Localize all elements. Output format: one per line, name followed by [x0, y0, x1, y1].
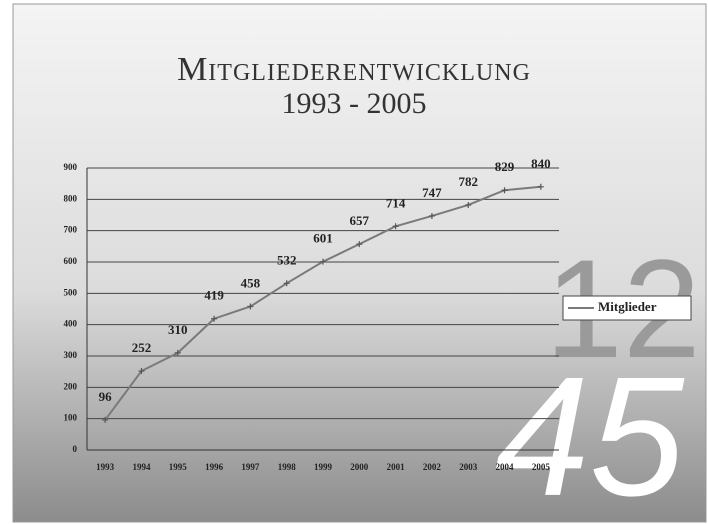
- x-tick-label: 1996: [205, 462, 224, 472]
- data-label: 601: [313, 231, 333, 246]
- data-label: 532: [277, 252, 297, 267]
- y-tick-label: 400: [64, 319, 78, 329]
- data-point: [428, 212, 435, 219]
- y-tick-label: 0: [73, 444, 78, 454]
- data-label: 458: [241, 275, 261, 290]
- y-tick-label: 500: [64, 287, 78, 297]
- x-tick-label: 1998: [278, 462, 297, 472]
- data-point: [138, 368, 145, 375]
- data-label: 419: [204, 288, 224, 303]
- data-label: 829: [495, 159, 515, 174]
- y-tick-label: 800: [64, 193, 78, 203]
- data-point: [501, 187, 508, 194]
- y-tick-label: 700: [64, 225, 78, 235]
- data-point: [283, 280, 290, 287]
- background-number: 45: [495, 342, 685, 524]
- data-point: [537, 183, 544, 190]
- x-tick-label: 2003: [459, 462, 478, 472]
- data-label: 782: [458, 174, 478, 189]
- data-label: 96: [99, 389, 113, 404]
- x-tick-label: 2002: [423, 462, 442, 472]
- x-tick-label: 2005: [532, 462, 551, 472]
- x-tick-label: 2004: [496, 462, 515, 472]
- data-point: [211, 315, 218, 322]
- data-point: [174, 349, 181, 356]
- legend-label: Mitglieder: [598, 299, 657, 314]
- x-tick-label: 1994: [132, 462, 151, 472]
- data-label: 657: [350, 213, 370, 228]
- data-label: 747: [422, 185, 442, 200]
- x-tick-label: 1993: [96, 462, 115, 472]
- y-tick-label: 900: [64, 162, 78, 172]
- x-tick-label: 1999: [314, 462, 333, 472]
- data-label: 310: [168, 322, 188, 337]
- data-label: 252: [132, 340, 152, 355]
- data-point: [247, 303, 254, 310]
- chart-title: Mitgliederentwicklung: [177, 51, 531, 88]
- y-tick-label: 100: [64, 413, 78, 423]
- data-point: [465, 201, 472, 208]
- x-tick-label: 1995: [169, 462, 188, 472]
- y-tick-label: 300: [64, 350, 78, 360]
- chart-subtitle: 1993 - 2005: [282, 87, 427, 120]
- data-point: [320, 258, 326, 265]
- data-point: [392, 223, 399, 230]
- y-tick-label: 200: [64, 381, 78, 391]
- data-label: 840: [531, 156, 551, 171]
- slide-background: [12, 3, 707, 523]
- x-tick-label: 1997: [241, 462, 260, 472]
- data-point: [356, 241, 363, 248]
- x-tick-label: 2001: [387, 462, 406, 472]
- data-point: [102, 416, 109, 423]
- y-tick-label: 600: [64, 256, 78, 266]
- data-label: 714: [386, 195, 406, 210]
- x-tick-label: 2000: [350, 462, 369, 472]
